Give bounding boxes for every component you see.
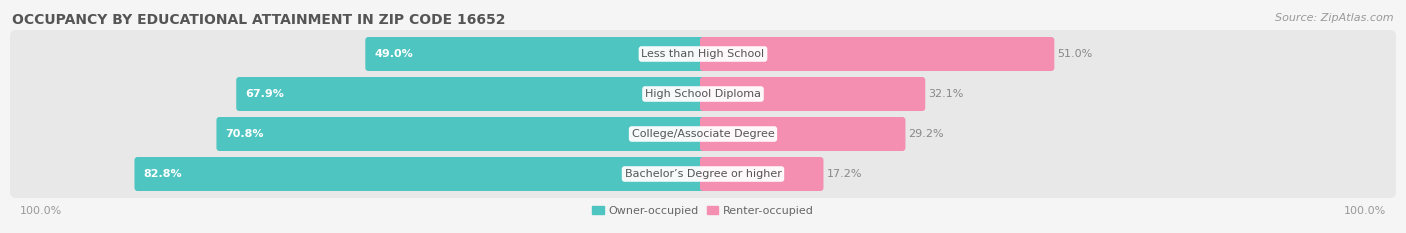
Text: OCCUPANCY BY EDUCATIONAL ATTAINMENT IN ZIP CODE 16652: OCCUPANCY BY EDUCATIONAL ATTAINMENT IN Z… [13, 13, 506, 27]
Text: 67.9%: 67.9% [245, 89, 284, 99]
Text: 100.0%: 100.0% [1344, 206, 1386, 216]
FancyBboxPatch shape [700, 77, 925, 111]
Text: 17.2%: 17.2% [827, 169, 862, 179]
Text: 82.8%: 82.8% [143, 169, 183, 179]
FancyBboxPatch shape [10, 110, 1396, 158]
Text: 70.8%: 70.8% [225, 129, 264, 139]
Text: Less than High School: Less than High School [641, 49, 765, 59]
FancyBboxPatch shape [700, 117, 905, 151]
FancyBboxPatch shape [10, 70, 1396, 118]
Text: 51.0%: 51.0% [1057, 49, 1092, 59]
Text: Source: ZipAtlas.com: Source: ZipAtlas.com [1275, 13, 1393, 23]
Text: 49.0%: 49.0% [374, 49, 413, 59]
Text: College/Associate Degree: College/Associate Degree [631, 129, 775, 139]
FancyBboxPatch shape [10, 30, 1396, 78]
Legend: Owner-occupied, Renter-occupied: Owner-occupied, Renter-occupied [588, 202, 818, 220]
FancyBboxPatch shape [10, 150, 1396, 198]
FancyBboxPatch shape [236, 77, 706, 111]
FancyBboxPatch shape [700, 37, 1054, 71]
Text: 100.0%: 100.0% [20, 206, 62, 216]
Text: High School Diploma: High School Diploma [645, 89, 761, 99]
Text: Bachelor’s Degree or higher: Bachelor’s Degree or higher [624, 169, 782, 179]
FancyBboxPatch shape [217, 117, 706, 151]
FancyBboxPatch shape [700, 157, 824, 191]
FancyBboxPatch shape [135, 157, 706, 191]
Text: 29.2%: 29.2% [908, 129, 943, 139]
Text: 32.1%: 32.1% [928, 89, 963, 99]
FancyBboxPatch shape [366, 37, 706, 71]
